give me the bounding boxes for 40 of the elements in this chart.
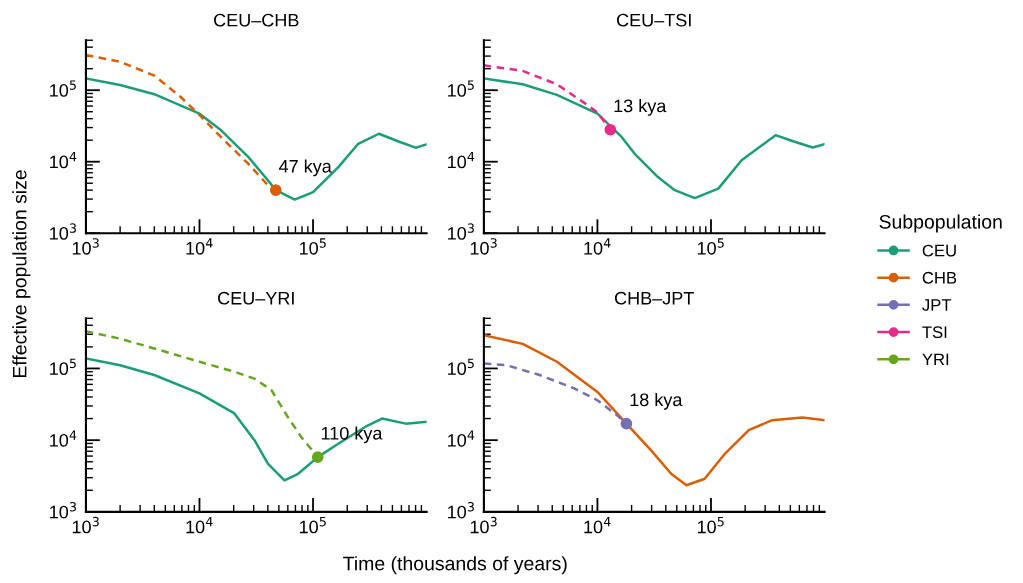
x-tick-label: 10$^{3}$ <box>72 516 99 534</box>
x-axis-title: Time (thousands of years) <box>343 556 567 575</box>
y-tick-label: 10$^{4}$ <box>50 430 77 447</box>
y-tick-label: 10$^{4}$ <box>50 151 77 169</box>
y-tick-label: 10$^{5}$ <box>50 358 76 376</box>
y-tick-label: 10$^{4}$ <box>448 430 475 447</box>
y-tick-label: 10$^{3}$ <box>448 223 474 240</box>
annotation: 13 kya <box>614 99 667 116</box>
x-tick-label: 10$^{3}$ <box>470 516 497 534</box>
legend-label: JPT <box>922 299 952 311</box>
chart-title: CEU–CHB <box>214 13 299 27</box>
annotation: 47 kya <box>279 159 332 177</box>
y-tick-label: 10$^{5}$ <box>448 80 474 97</box>
legend-title: Subpopulation <box>879 214 1002 233</box>
legend-label: CEU <box>922 244 956 257</box>
x-tick-label: 10$^{3}$ <box>470 238 497 255</box>
y-tick-label: 10$^{3}$ <box>448 501 474 519</box>
x-tick-label: 10$^{4}$ <box>584 517 611 534</box>
x-tick-label: 10$^{5}$ <box>697 517 724 534</box>
y-tick-label: 10$^{3}$ <box>50 223 76 240</box>
legend-label: TSI <box>922 326 947 339</box>
x-tick-label: 10$^{5}$ <box>299 238 326 255</box>
y-tick-label: 10$^{5}$ <box>50 80 76 97</box>
x-tick-label: 10$^{3}$ <box>72 238 99 255</box>
y-tick-label: 10$^{3}$ <box>50 501 76 519</box>
x-tick-label: 10$^{5}$ <box>697 238 724 255</box>
x-tick-label: 10$^{4}$ <box>186 238 213 255</box>
annotation: 110 kya <box>321 426 383 444</box>
y-axis-title: Effective population size <box>12 170 31 378</box>
chart-title: CEU–TSI <box>617 13 691 27</box>
annotation: 18 kya <box>630 392 683 410</box>
x-tick-label: 10$^{5}$ <box>299 517 326 534</box>
chart-title: CEU–YRI <box>218 291 294 305</box>
x-tick-label: 10$^{4}$ <box>584 238 611 255</box>
y-tick-label: 10$^{4}$ <box>448 151 475 169</box>
legend-label: YRI <box>922 353 949 366</box>
x-tick-label: 10$^{4}$ <box>186 517 213 534</box>
y-tick-label: 10$^{5}$ <box>448 358 474 376</box>
chart-title: CHB–JPT <box>614 291 694 305</box>
legend-label: CHB <box>922 271 957 284</box>
